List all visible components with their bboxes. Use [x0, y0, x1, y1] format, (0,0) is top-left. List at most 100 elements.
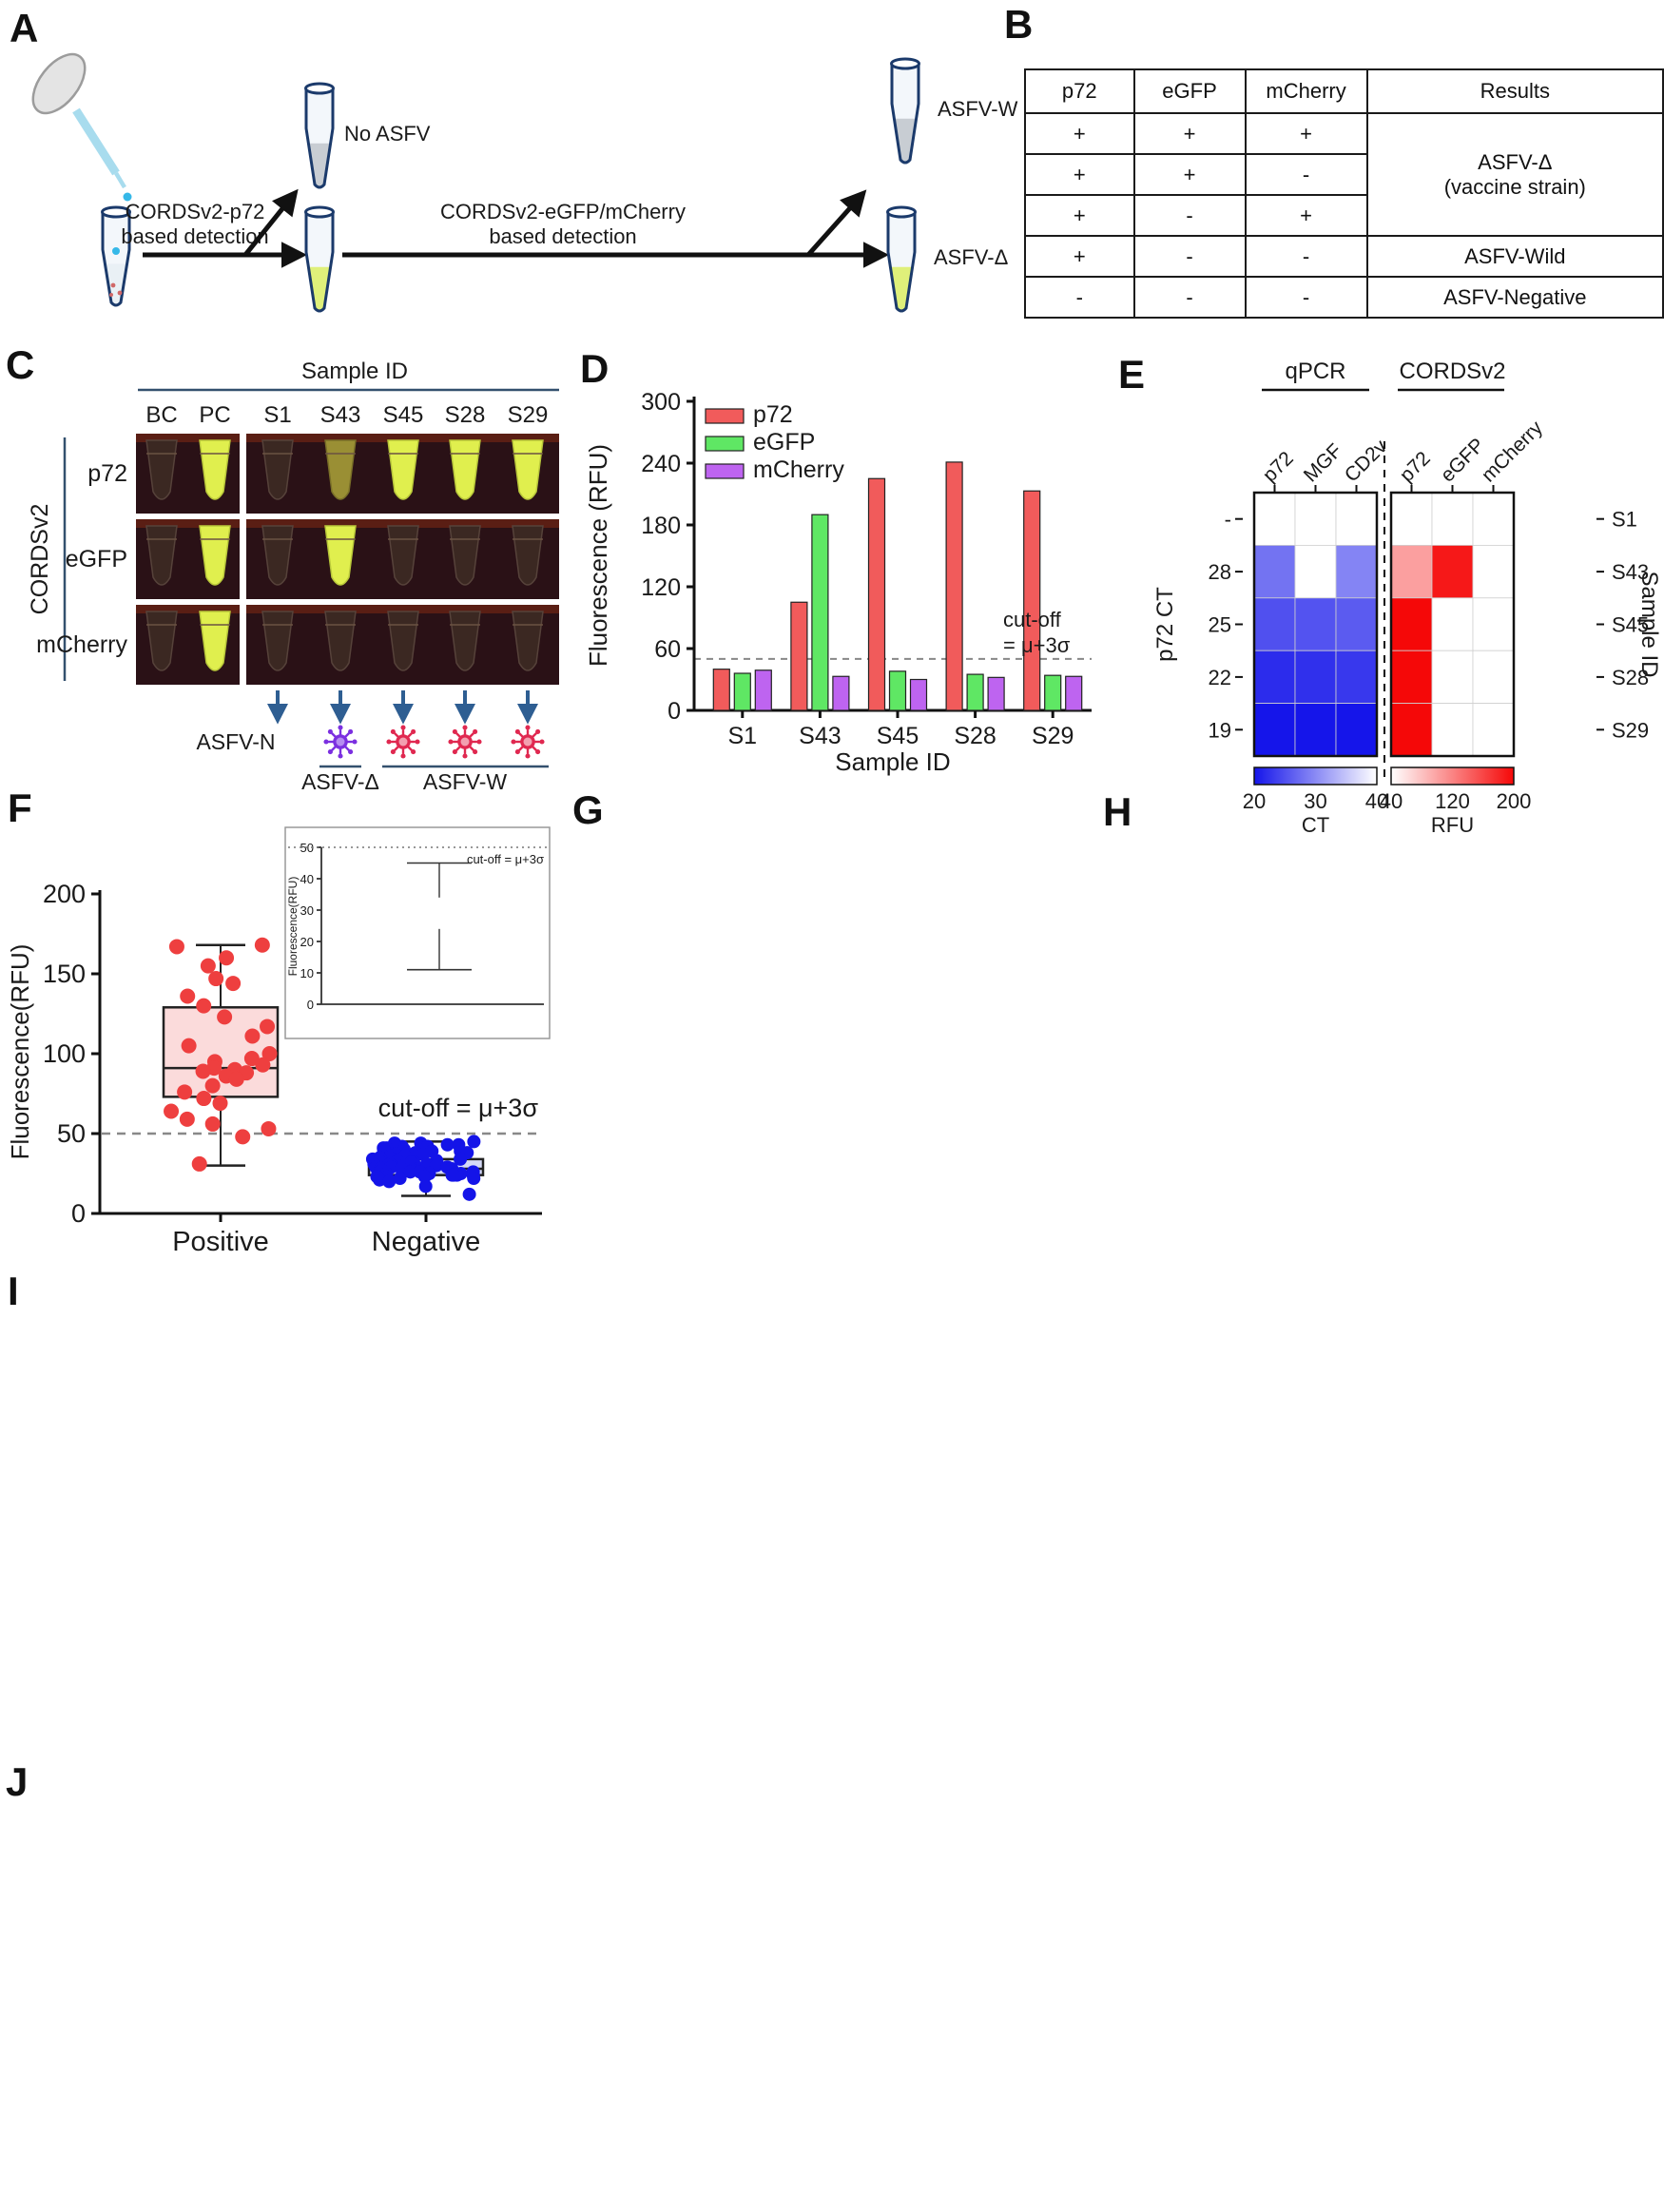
ct-scale-title: CT: [1302, 813, 1329, 837]
virus-icon: [386, 725, 420, 759]
sign-cell: -: [1244, 235, 1368, 278]
row-label: p72: [87, 460, 127, 487]
bars: [712, 461, 1083, 711]
inset-cutoff-label: cut-off = μ+3σ: [467, 852, 544, 866]
sample-tick: S28: [1612, 666, 1649, 689]
cordsv2-col-label: p72: [1396, 447, 1435, 486]
svg-text:20: 20: [300, 935, 314, 949]
tube-icon: [304, 82, 335, 189]
asfv-w-group-label: ASFV-W: [423, 769, 507, 794]
cordsv2-col-label: mCherry: [1478, 417, 1548, 487]
sign-cell: +: [1244, 194, 1368, 237]
panel-h-confusion-matrix: [1093, 775, 1664, 1271]
sign-cell: -: [1024, 276, 1135, 319]
qpcr-col-label: MGF: [1300, 439, 1346, 486]
column-label: S28: [445, 402, 486, 428]
cordsv2-side-label: CORDSv2: [27, 504, 53, 615]
row-label: mCherry: [36, 631, 127, 658]
panel-g-roc-curve: [556, 778, 1093, 1253]
left-axis-title: p72 CT: [1152, 587, 1178, 662]
heatmap-cells: [1253, 492, 1515, 757]
svg-text:Fluorescence(RFU): Fluorescence(RFU): [286, 877, 300, 977]
sample-id-title: Sample ID: [301, 359, 408, 384]
panel-c-letter: C: [6, 342, 35, 387]
rfu-scale-title: RFU: [1431, 813, 1474, 837]
svg-text:0: 0: [307, 998, 314, 1012]
table-header: mCherry: [1244, 68, 1368, 114]
positive-points: [164, 937, 278, 1172]
rfu-scale-tick: 200: [1497, 789, 1532, 813]
asfv-delta-label: ASFV-Δ: [934, 245, 1009, 269]
table-header: eGFP: [1132, 68, 1247, 114]
table-header: p72: [1024, 68, 1135, 114]
sample-tick: S1: [1612, 508, 1637, 532]
y-axis-label: Fluorescence(RFU): [6, 944, 34, 1160]
panel-d-letter: D: [580, 346, 609, 391]
p72ct-tick: -: [1225, 508, 1231, 532]
sample-tick: S29: [1612, 718, 1649, 742]
virus-icon: [323, 725, 358, 759]
svg-text:eGFP: eGFP: [753, 429, 815, 456]
cordsv2-col-label: eGFP: [1437, 434, 1489, 486]
ct-scale-tick: 20: [1243, 789, 1266, 813]
svg-text:100: 100: [43, 1039, 86, 1068]
sample-tick: S43: [1612, 560, 1649, 584]
row-label: eGFP: [66, 546, 127, 572]
svg-text:based detection: based detection: [121, 224, 268, 248]
column-label: S45: [383, 402, 424, 428]
panel-d-bar-chart: 0 60 120 180 240 300 Fluorescence (RFU) S1 S43 S4…: [584, 389, 1092, 776]
cutoff-label: cut-off: [1003, 608, 1062, 631]
panel-f-letter: F: [8, 786, 32, 830]
svg-text:0: 0: [71, 1199, 86, 1228]
asfv-w-label: ASFV-W: [938, 97, 1018, 121]
svg-text:300: 300: [641, 389, 681, 416]
svg-text:50: 50: [57, 1119, 86, 1148]
sample-tick: S45: [1612, 613, 1649, 637]
result-cell: ASFV-Wild: [1365, 235, 1664, 278]
sign-cell: -: [1244, 153, 1368, 196]
photo-row-mCherry: [136, 605, 559, 685]
panel-a-letter: A: [10, 6, 39, 50]
panel-j-ct-rfu-heatmap: [0, 1757, 1664, 2212]
svg-text:240: 240: [641, 451, 681, 477]
p72ct-tick: 25: [1209, 613, 1231, 637]
svg-text:= μ+3σ: = μ+3σ: [1003, 633, 1071, 657]
p72ct-tick: 19: [1209, 718, 1231, 742]
svg-text:30: 30: [300, 903, 314, 918]
table-header: Results: [1365, 68, 1664, 114]
step1-label: CORDSv2-p72: [126, 200, 265, 223]
x-tick-label: S43: [799, 723, 841, 749]
panel-j-letter: J: [6, 1759, 29, 1804]
virus-icon: [511, 725, 545, 759]
svg-text:200: 200: [43, 880, 86, 908]
tube-icon: [890, 57, 920, 165]
tube-icon: [101, 205, 131, 307]
sign-cell: +: [1132, 153, 1247, 196]
cordsv2-group-title: CORDSv2: [1399, 359, 1505, 384]
panel-b-results-table: p72 eGFP mCherry Results + + + ASFV-Δ (vaccine …: [1024, 68, 1664, 319]
sign-cell: +: [1024, 112, 1135, 155]
svg-text:p72: p72: [753, 401, 793, 428]
panel-i-letter: I: [8, 1269, 19, 1313]
step2-label: CORDSv2-eGFP/mCherry: [440, 200, 686, 223]
column-label: PC: [199, 402, 230, 428]
sign-cell: +: [1024, 194, 1135, 237]
svg-text:mCherry: mCherry: [753, 456, 844, 483]
sign-cell: +: [1024, 153, 1135, 196]
asfv-n-label: ASFV-N: [196, 729, 275, 754]
svg-text:60: 60: [654, 636, 681, 663]
x-tick-negative: Negative: [372, 1227, 480, 1257]
no-asfv-label: No ASFV: [344, 122, 431, 146]
results-table: p72 eGFP mCherry Results + + + ASFV-Δ (vaccine …: [1024, 68, 1664, 319]
x-tick-label: S29: [1032, 723, 1074, 749]
panel-g-letter: G: [572, 787, 604, 832]
tube-icon: [886, 205, 917, 313]
column-label: S29: [508, 402, 549, 428]
panel-c-tube-photos: Sample ID BC PC S1 S43 S45 S28 S29 CORDSv2 p72 eGF…: [27, 359, 559, 794]
ct-scale-tick: 30: [1304, 789, 1326, 813]
